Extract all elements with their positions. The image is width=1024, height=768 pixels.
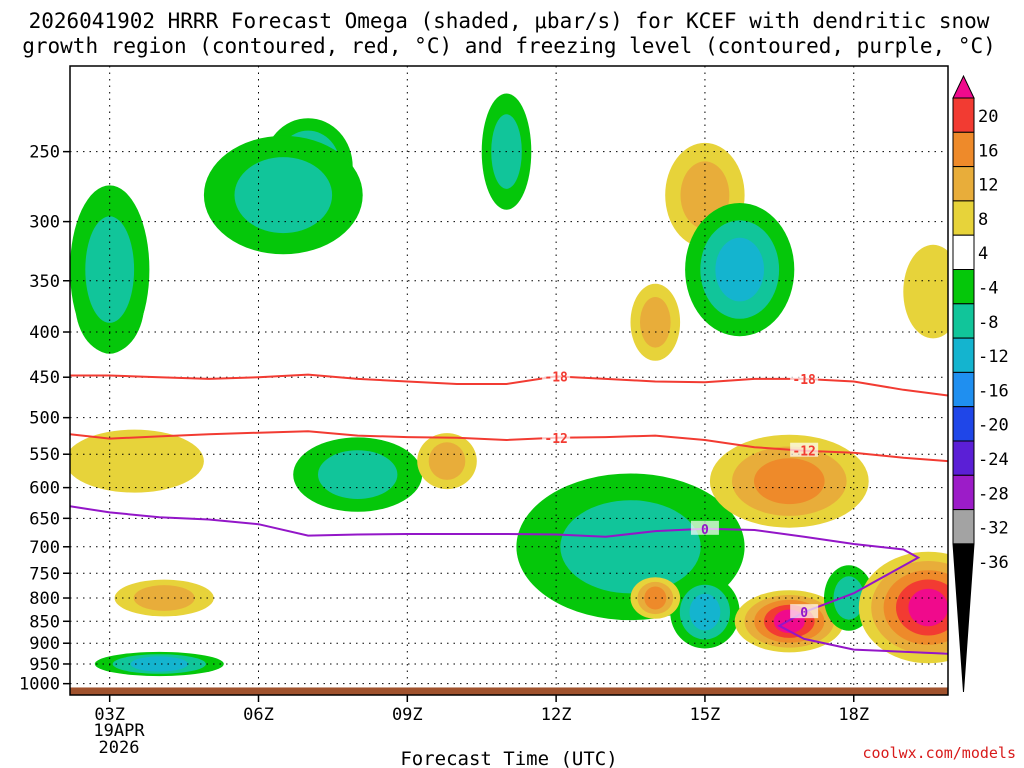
colorbar-label-16: 16 xyxy=(978,141,998,161)
chart-title-line1: 2026041902 HRRR Forecast Omega (shaded, … xyxy=(29,9,990,33)
x-tick-label-03Z: 03Z xyxy=(94,705,125,725)
contour-label-dgz-top-1: -18 xyxy=(792,373,816,388)
x-tick-label-06Z: 06Z xyxy=(243,705,274,725)
colorbar: 20 16 12 8 4 -4 -8 -12 -16 -20 -24 -28 -32 -36 xyxy=(952,74,1009,693)
y-tick-label-450: 450 xyxy=(29,368,60,388)
y-tick-label-700: 700 xyxy=(29,538,60,558)
contour-label-freezing-level-1: 0 xyxy=(800,606,808,621)
omega-region-23-level-12 xyxy=(130,656,188,672)
omega-region-22-level-4 xyxy=(903,244,948,339)
y-tick-label-250: 250 xyxy=(29,143,60,163)
colorbar-bottom-triangle xyxy=(952,543,975,693)
colorbar-label--36: -36 xyxy=(978,553,1009,573)
contour-label-bg-freezing-level-1 xyxy=(790,604,819,619)
omega-region-8-level-8 xyxy=(133,585,195,611)
colorbar-band-6 xyxy=(952,269,975,305)
omega-region-5-level-8 xyxy=(318,450,398,499)
colorbar-label-20: 20 xyxy=(978,107,998,127)
omega-region-1-level-8 xyxy=(85,216,135,323)
y-tick-label-750: 750 xyxy=(29,564,60,584)
colorbar-band-3 xyxy=(952,166,975,202)
y-tick-label-650: 650 xyxy=(29,509,60,529)
plot-frame xyxy=(69,65,949,696)
colorbar-top-triangle xyxy=(952,74,975,99)
contour-label-freezing-level-0: 0 xyxy=(701,523,709,538)
colorbar-label-8: 8 xyxy=(978,210,988,230)
contour-label-dgz-top-0: -18 xyxy=(544,370,568,385)
colorbar-label--8: -8 xyxy=(978,313,998,333)
y-tick-label-1000: 1000 xyxy=(19,675,60,695)
contour-lines: -18 -18 -12 -12 0 0 xyxy=(70,368,948,655)
contour-label-bg-dgz-bottom-0 xyxy=(542,429,571,444)
omega-region-3-level-8 xyxy=(234,157,333,234)
date-label-year: 2026 xyxy=(99,738,140,758)
omega-region-21-level-20 xyxy=(908,588,948,627)
contour-label-bg-freezing-level-0 xyxy=(690,520,719,535)
colorbar-band-8 xyxy=(952,337,975,373)
contour-label-bg-dgz-top-1 xyxy=(790,370,819,385)
colorbar-band-1 xyxy=(952,97,975,133)
colorbar-label--16: -16 xyxy=(978,381,1009,401)
x-axis: 03Z 06Z 09Z 12Z 15Z 18Z xyxy=(94,695,869,725)
grid-lines xyxy=(70,66,948,695)
x-tick-label-09Z: 09Z xyxy=(392,705,423,725)
omega-region-12-level-12 xyxy=(715,237,764,302)
colorbar-label--28: -28 xyxy=(978,484,1009,504)
omega-region-9-level-8 xyxy=(428,442,466,480)
y-tick-label-400: 400 xyxy=(29,323,60,343)
omega-region-20-level-8 xyxy=(833,576,865,620)
x-tick-label-12Z: 12Z xyxy=(541,705,572,725)
omega-shading xyxy=(70,93,948,677)
colorbar-band-12 xyxy=(952,474,975,511)
omega-region-10-level-8 xyxy=(640,297,671,348)
contour-label-dgz-bottom-0: -12 xyxy=(544,432,567,447)
y-tick-label-900: 900 xyxy=(29,634,60,654)
colorbar-band-5 xyxy=(952,234,975,270)
y-tick-label-500: 500 xyxy=(29,409,60,429)
y-tick-label-800: 800 xyxy=(29,589,60,609)
omega-region-17-level-12 xyxy=(754,458,825,505)
colorbar-label-12: 12 xyxy=(978,176,998,196)
colorbar-band-4 xyxy=(952,200,975,236)
credit-text: coolwx.com/models xyxy=(862,744,1016,762)
colorbar-band-13 xyxy=(952,509,975,545)
contour-label-bg-dgz-bottom-1 xyxy=(790,442,819,457)
x-axis-label: Forecast Time (UTC) xyxy=(400,748,617,768)
x-tick-label-18Z: 18Z xyxy=(838,705,869,725)
colorbar-label--32: -32 xyxy=(978,519,1009,539)
colorbar-band-7 xyxy=(952,303,975,339)
colorbar-band-11 xyxy=(952,440,975,476)
y-tick-label-950: 950 xyxy=(29,655,60,675)
colorbar-band-2 xyxy=(952,131,975,168)
colorbar-label--12: -12 xyxy=(978,347,1009,367)
plot-area: -18 -18 -12 -12 0 0 xyxy=(70,66,948,695)
date-label-month: 19APR xyxy=(93,721,145,741)
y-axis: 2503003504004505005506006507007508008509… xyxy=(19,143,70,695)
colorbar-label--24: -24 xyxy=(978,450,1009,470)
terrain-surface xyxy=(70,687,948,695)
contour-label-bg-dgz-top-0 xyxy=(542,368,571,383)
colorbar-label-4: 4 xyxy=(978,244,988,264)
colorbar-label--4: -4 xyxy=(978,279,998,299)
y-tick-label-350: 350 xyxy=(29,272,60,292)
contour-label-dgz-bottom-1: -12 xyxy=(792,445,815,460)
y-tick-label-850: 850 xyxy=(29,612,60,632)
colorbar-band-9 xyxy=(952,371,975,408)
colorbar-band-10 xyxy=(952,406,975,442)
y-tick-label-550: 550 xyxy=(29,445,60,465)
chart-title-line2: growth region (contoured, red, °C) and f… xyxy=(22,34,996,58)
y-tick-label-300: 300 xyxy=(29,213,60,233)
colorbar-label--20: -20 xyxy=(978,416,1009,436)
x-tick-label-15Z: 15Z xyxy=(690,705,721,725)
omega-region-7-level-4 xyxy=(70,429,204,493)
y-tick-label-600: 600 xyxy=(29,479,60,499)
